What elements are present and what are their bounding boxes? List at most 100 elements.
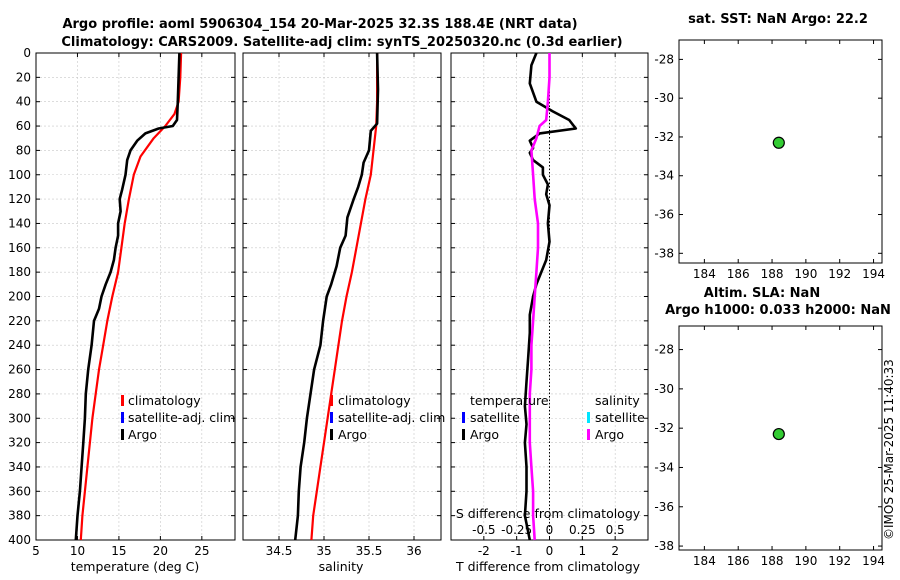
sla-map-plot: 184 186 188 190 192 194 -28 -30 -32 -34 -36 -38 (654, 325, 885, 568)
y-tick-label: 320 (8, 436, 31, 450)
y-tick-label: 360 (8, 484, 31, 498)
y-tick-label: 280 (8, 387, 31, 401)
x-tick-label: 36 (406, 544, 421, 558)
salinity-xlabel: salinity (319, 559, 364, 574)
y-tick-label: 40 (16, 95, 31, 109)
y-tick-label: -30 (654, 382, 674, 396)
y-tick-label: -34 (654, 460, 674, 474)
x-tick-label: 194 (862, 267, 885, 281)
x-tick-label: 188 (761, 267, 784, 281)
y-tick-label: 120 (8, 192, 31, 206)
legend-swatch-argo (330, 429, 333, 440)
legend-label-satellite: satellite-adj. clim (338, 410, 445, 425)
x-tick-label: 1 (579, 544, 587, 558)
x-tick-label: 186 (727, 554, 750, 568)
x-tick-label: 190 (794, 554, 817, 568)
y-tick-label: -28 (654, 52, 674, 66)
legend-swatch-argo (121, 429, 124, 440)
salinity-legend: climatology satellite-adj. clim Argo (330, 393, 445, 442)
sst-title: sat. SST: NaN Argo: 22.2 (688, 12, 868, 27)
series-line-s-argo (528, 53, 551, 541)
y-tick-label: -38 (654, 246, 674, 260)
legend-label-s-argo: Argo (595, 427, 624, 442)
y-tick-label: 100 (8, 168, 31, 182)
legend-swatch-s-satellite (587, 412, 590, 423)
y-tick-label: 60 (16, 119, 31, 133)
legend-title-temperature: temperature (470, 393, 549, 408)
y-tick-label: 260 (8, 363, 31, 377)
legend-swatch-t-argo (462, 429, 465, 440)
legend-swatch-climatology (121, 395, 124, 406)
legend-label-argo: Argo (128, 427, 157, 442)
x-tick-label: 25 (194, 544, 209, 558)
x-tick-label: 188 (761, 554, 784, 568)
temperature-legend: climatology satellite-adj. clim Argo (121, 393, 235, 442)
y-tick-label: 0 (23, 46, 31, 60)
legend-swatch-satellite (330, 412, 333, 423)
difference-profile-plot: -2 -1 0 1 2 -0.5 -0.25 0 0.25 0.5 (450, 52, 649, 558)
legend-label-satellite: satellite-adj. clim (128, 410, 235, 425)
series-line-argo (74, 52, 181, 541)
x-tick-label: 192 (828, 267, 851, 281)
s-difference-tick-label: 0 (546, 523, 554, 537)
y-tick-label: -36 (654, 208, 674, 222)
sst-map-plot: 184 186 188 190 192 194 -28 -30 -32 -34 -36 -38 (654, 39, 885, 281)
profile-location-marker (772, 136, 785, 149)
t-difference-xlabel: T difference from climatology (455, 559, 641, 574)
legend-swatch-climatology (330, 395, 333, 406)
x-tick-label: 192 (828, 554, 851, 568)
y-tick-label: 140 (8, 216, 31, 230)
series-line-climatology (310, 53, 379, 541)
x-tick-label: 35 (316, 544, 331, 558)
y-tick-label: -38 (654, 539, 674, 553)
y-tick-label: 300 (8, 411, 31, 425)
temperature-profile-plot: 5 10 15 20 25 0 20 40 60 80 100 120 140 160 180 200 220 2… (8, 46, 236, 558)
y-tick-label: 180 (8, 265, 31, 279)
legend-swatch-t-satellite (462, 412, 465, 423)
x-tick-label: 10 (70, 544, 85, 558)
y-tick-label: -32 (654, 130, 674, 144)
sla-title-2: Argo h1000: 0.033 h2000: NaN (665, 303, 891, 318)
x-tick-label: 0 (546, 544, 554, 558)
y-tick-label: 160 (8, 241, 31, 255)
y-tick-label: -34 (654, 169, 674, 183)
y-tick-label: 200 (8, 290, 31, 304)
s-difference-tick-label: 0.5 (606, 523, 625, 537)
map-frame (678, 39, 883, 264)
map-frame (678, 325, 883, 551)
legend-title-salinity: salinity (595, 393, 640, 408)
x-tick-label: -2 (478, 544, 490, 558)
s-difference-tick-label: -0.25 (501, 523, 532, 537)
legend-swatch-satellite (121, 412, 124, 423)
legend-label-t-satellite: satellite (470, 410, 520, 425)
y-tick-label: 20 (16, 70, 31, 84)
legend-label-t-argo: Argo (470, 427, 499, 442)
y-tick-label: -32 (654, 421, 674, 435)
s-difference-tick-label: 0.25 (569, 523, 596, 537)
x-tick-label: 35.5 (356, 544, 383, 558)
series-line-t-argo (523, 52, 578, 541)
x-tick-label: -1 (511, 544, 523, 558)
legend-label-climatology: climatology (128, 393, 201, 408)
title-line-2: Climatology: CARS2009. Satellite-adj cli… (61, 35, 622, 50)
x-tick-label: 186 (727, 267, 750, 281)
x-tick-label: 2 (611, 544, 619, 558)
y-tick-label: 240 (8, 338, 31, 352)
y-tick-label: 340 (8, 460, 31, 474)
temperature-xlabel: temperature (deg C) (71, 559, 200, 574)
series-line-climatology (79, 52, 183, 541)
x-tick-label: 184 (693, 554, 716, 568)
x-tick-label: 20 (153, 544, 168, 558)
y-tick-label: -30 (654, 91, 674, 105)
y-tick-label: 400 (8, 533, 31, 547)
x-tick-label: 190 (794, 267, 817, 281)
profile-location-marker (772, 427, 785, 441)
legend-swatch-s-argo (587, 429, 590, 440)
title-line-1: Argo profile: aoml 5906304_154 20-Mar-20… (62, 17, 577, 32)
s-difference-tick-label: -0.5 (472, 523, 495, 537)
y-tick-label: 220 (8, 314, 31, 328)
imos-timestamp: ©IMOS 25-Mar-2025 11:40:33 (882, 359, 896, 540)
salinity-profile-plot: 34.5 35 35.5 36 (242, 52, 442, 558)
x-tick-label: 184 (693, 267, 716, 281)
